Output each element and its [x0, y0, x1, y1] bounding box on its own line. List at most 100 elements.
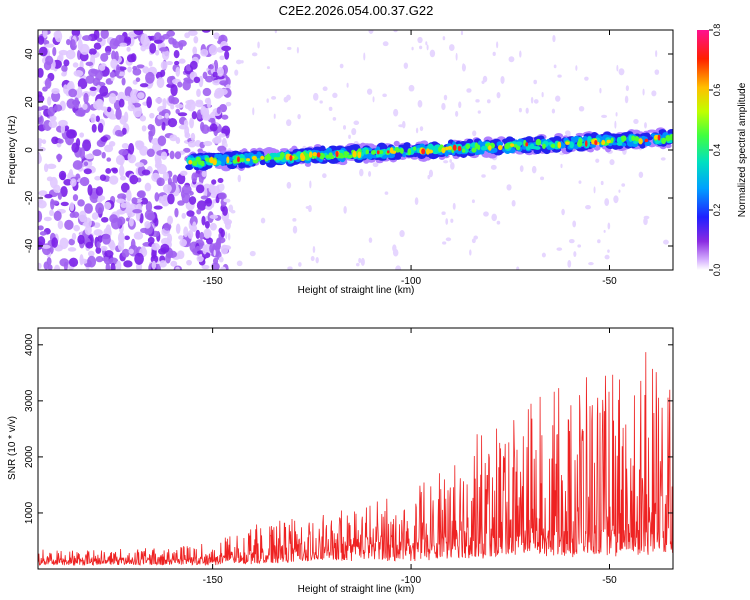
signal-blob	[638, 138, 643, 145]
signal-blob	[578, 138, 583, 144]
signal-blob	[421, 148, 426, 155]
faint-speckle	[663, 239, 669, 245]
noise-speckle	[77, 234, 85, 245]
noise-speckle	[38, 46, 48, 57]
faint-speckle	[348, 134, 351, 140]
faint-speckle	[572, 220, 577, 228]
faint-speckle	[393, 30, 398, 33]
noise-speckle	[186, 79, 194, 84]
faint-speckle	[353, 120, 360, 125]
faint-speckle	[225, 231, 228, 240]
noise-speckle	[174, 207, 179, 218]
faint-speckle	[593, 186, 596, 194]
signal-blob	[205, 157, 209, 162]
noise-speckle	[159, 260, 167, 268]
faint-speckle	[292, 225, 298, 234]
noise-speckle	[167, 117, 178, 128]
noise-speckle	[63, 59, 70, 67]
faint-speckle	[578, 180, 582, 184]
faint-speckle	[481, 174, 486, 178]
faint-speckle	[555, 95, 561, 102]
faint-speckle	[339, 63, 344, 69]
noise-speckle	[203, 140, 213, 147]
noise-speckle	[214, 135, 222, 144]
signal-blob	[246, 158, 251, 162]
snr-ticks: -150 -100 -50 1000 2000 3000 4000	[24, 328, 673, 586]
noise-speckle	[66, 98, 76, 109]
faint-speckle	[460, 30, 464, 36]
faint-speckle	[492, 51, 496, 57]
noise-speckle	[96, 98, 104, 109]
noise-speckle	[180, 170, 188, 176]
noise-speckle	[200, 195, 208, 200]
noise-speckle	[100, 52, 109, 62]
faint-speckle	[287, 46, 292, 51]
faint-speckle	[382, 41, 389, 47]
noise-speckle	[150, 254, 159, 264]
noise-speckle	[118, 165, 125, 177]
noise-speckle	[88, 48, 97, 55]
faint-speckle	[633, 118, 639, 125]
faint-speckle	[297, 113, 301, 120]
noise-speckle	[191, 111, 198, 120]
noise-speckle	[174, 151, 182, 160]
faint-speckle	[225, 101, 232, 107]
noise-speckle	[144, 221, 151, 229]
faint-speckle	[578, 105, 585, 112]
noise-speckle	[175, 266, 181, 270]
noise-speckle	[216, 66, 224, 77]
noise-speckle	[91, 123, 97, 133]
noise-speckle	[115, 260, 122, 270]
noise-speckle	[104, 45, 112, 54]
faint-speckle	[486, 99, 491, 104]
noise-speckle	[140, 33, 149, 46]
signal-blob	[272, 152, 277, 158]
noise-speckle	[71, 142, 80, 153]
faint-speckle	[426, 44, 429, 51]
noise-speckle	[68, 257, 79, 268]
signal-blob	[533, 136, 544, 142]
signal-blob	[399, 148, 404, 154]
noise-speckle	[183, 226, 189, 238]
noise-speckle	[209, 214, 219, 219]
noise-speckle	[77, 199, 85, 207]
noise-speckle	[204, 220, 210, 229]
signal-blob	[584, 140, 588, 147]
noise-speckle	[100, 30, 109, 39]
faint-speckle	[332, 92, 338, 99]
noise-speckle	[117, 232, 125, 244]
noise-speckle	[127, 152, 134, 163]
signal-blob	[264, 155, 269, 162]
noise-speckle	[147, 212, 155, 221]
noise-speckle	[202, 71, 208, 80]
noise-speckle	[132, 105, 143, 118]
signal-blob	[191, 160, 198, 166]
signal-blob	[325, 154, 331, 159]
signal-blob	[276, 157, 283, 161]
noise-speckle	[94, 175, 101, 181]
noise-speckle	[186, 259, 192, 266]
noise-speckle	[49, 115, 57, 122]
noise-speckle	[101, 233, 111, 245]
signal-blob	[606, 139, 611, 144]
faint-speckle	[483, 211, 489, 217]
snr-panel: -150 -100 -50 1000 2000 3000 4000 Height of st…	[7, 327, 674, 595]
faint-speckle	[450, 218, 454, 223]
noise-speckle	[204, 229, 211, 239]
noise-speckle	[177, 112, 188, 117]
noise-speckle	[184, 103, 192, 110]
signal-blob	[209, 157, 214, 164]
signal-blob	[325, 147, 332, 154]
noise-speckle	[174, 60, 180, 66]
faint-speckle	[625, 85, 629, 92]
noise-speckle	[179, 238, 187, 247]
faint-speckle	[315, 256, 319, 264]
noise-speckle	[79, 147, 86, 160]
noise-speckle	[160, 151, 168, 160]
faint-speckle	[213, 249, 216, 257]
noise-speckle	[69, 212, 76, 218]
noise-speckle	[137, 140, 145, 149]
signal-blob	[542, 143, 546, 149]
signal-blob	[665, 134, 671, 142]
noise-speckle	[105, 168, 112, 174]
